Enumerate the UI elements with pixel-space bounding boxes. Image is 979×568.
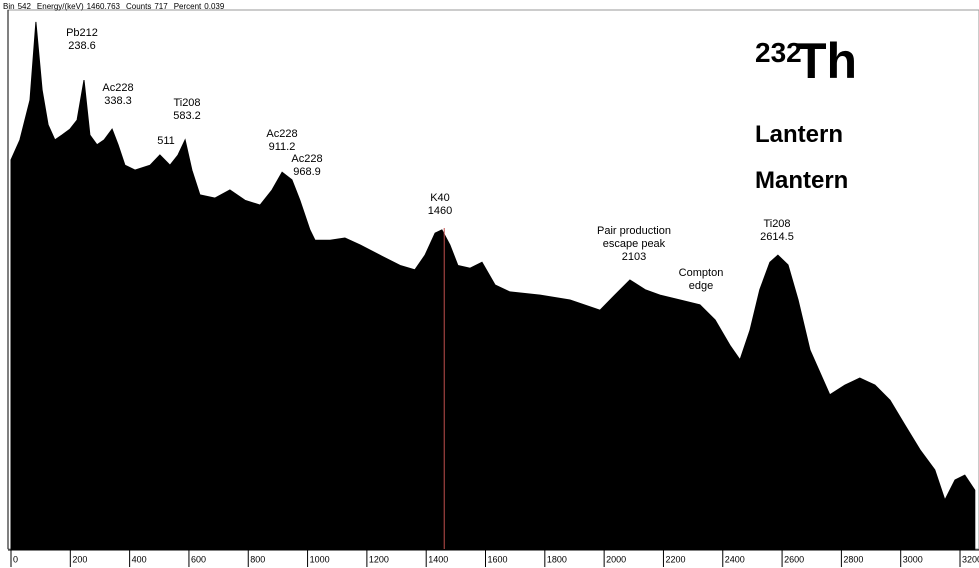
peak-label: Ti208 (173, 97, 200, 109)
status-value: 717 (154, 2, 168, 11)
plot-area (10, 21, 976, 550)
status-bar: Bin 542 Energy/(keV) 1460.763 Counts 717 Perce… (3, 2, 225, 11)
x-tick-label: 1600 (488, 554, 508, 564)
x-tick-label: 600 (191, 554, 206, 564)
peak-label: 338.3 (104, 95, 132, 107)
peak-label: Pair production (597, 225, 671, 237)
x-tick-label: 1400 (428, 554, 448, 564)
x-tick-label: 2600 (784, 554, 804, 564)
status-label: Counts (126, 2, 151, 11)
peak-label: 238.6 (68, 40, 96, 52)
x-tick-label: 200 (72, 554, 87, 564)
x-tick-label: 400 (132, 554, 147, 564)
x-tick-label: 1800 (547, 554, 567, 564)
peak-label: Pb212 (66, 27, 98, 39)
peak-label: 511 (157, 135, 175, 147)
peak-label: 968.9 (293, 166, 321, 178)
x-tick-label: 2400 (725, 554, 745, 564)
isotope-symbol: Th (796, 33, 857, 89)
peak-label: 2103 (622, 251, 646, 263)
x-tick-label: 2800 (843, 554, 863, 564)
status-label: Percent (174, 2, 202, 11)
peak-label: 1460 (428, 205, 452, 217)
status-label: Energy/(keV) (37, 2, 84, 11)
peak-label: Ac228 (291, 153, 322, 165)
spectrum-area (10, 21, 976, 550)
x-tick-label: 2200 (665, 554, 685, 564)
x-tick-label: 800 (250, 554, 265, 564)
sample-label: Mantern (755, 167, 848, 194)
peak-label: Ti208 (763, 218, 790, 230)
status-value: 542 (18, 2, 32, 11)
x-tick-label: 0 (13, 554, 18, 564)
peak-label: Ac228 (266, 128, 297, 140)
peak-label: K40 (430, 192, 450, 204)
sample-label: Lantern (755, 121, 843, 148)
peak-label: edge (689, 280, 713, 292)
peak-label: Ac228 (102, 82, 133, 94)
peak-label: Compton (679, 267, 724, 279)
peak-label: 583.2 (173, 110, 201, 122)
peak-label: 2614.5 (760, 231, 794, 243)
x-tick-label: 3000 (903, 554, 923, 564)
x-tick-label: 2000 (606, 554, 626, 564)
peak-label: 911.2 (269, 141, 296, 153)
status-value: 0.039 (204, 2, 225, 11)
x-tick-label: 3200 (962, 554, 979, 564)
x-tick-label: 1200 (369, 554, 389, 564)
status-label: Bin (3, 2, 15, 11)
peak-label: escape peak (603, 238, 666, 250)
isotope-mass: 232 (755, 37, 802, 68)
status-value: 1460.763 (87, 2, 121, 11)
x-tick-label: 1000 (310, 554, 330, 564)
